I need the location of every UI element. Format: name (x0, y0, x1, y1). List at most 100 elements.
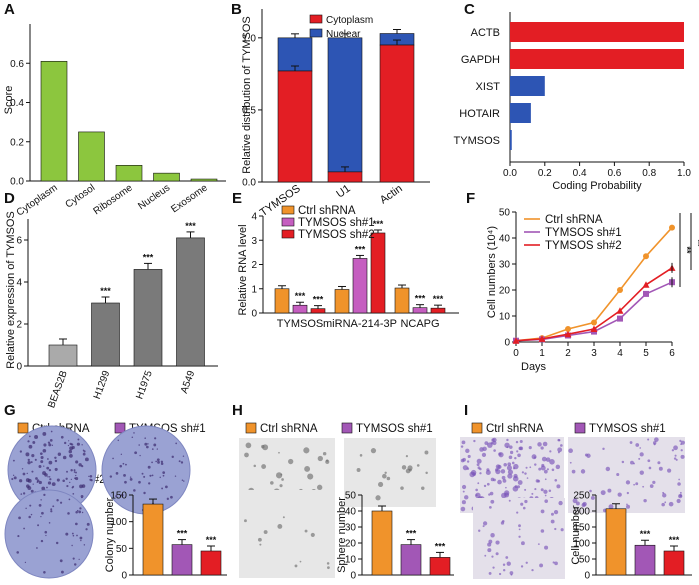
y-axis-label-I: Cell number (570, 505, 582, 565)
x-tick-label-A-2: Ribosome (92, 182, 136, 217)
panel-letter-D: D (4, 190, 15, 207)
legend-label-B-0: Cytoplasm (326, 15, 373, 26)
y-tick-label-D-2: 4 (16, 278, 22, 289)
y-tick-label-E-0: 0 (251, 309, 257, 320)
y-axis-label-A: Score (3, 86, 15, 115)
point-F-0-3 (591, 319, 597, 326)
bar-A-3 (153, 172, 180, 182)
y-tick-label-D-0: 0 (16, 362, 22, 373)
legend-G-0-swatch (17, 422, 29, 434)
legend-H-1-label: TYMSOS sh#1 (356, 423, 433, 435)
y-tick-label-F-2: 20 (499, 286, 511, 297)
x-tick-label-B-1: U1 (334, 183, 352, 201)
point-F-0-2 (565, 326, 571, 332)
panel-letter-C: C (464, 1, 475, 18)
bar-B-cytoplasm-1 (327, 171, 363, 183)
bar-C-4 (510, 130, 512, 150)
bar-G-2 (200, 550, 222, 576)
y-axis-label-D: Relative expression of TYMSOS (5, 211, 17, 369)
panel-letter-E: E (232, 190, 242, 207)
stars-G-2: *** (206, 535, 217, 545)
stars-I-1: *** (640, 529, 651, 539)
point-F-2-1 (538, 335, 546, 342)
y-tick-label-G-0: 0 (121, 571, 127, 582)
x-axis-label-C: Coding Probability (552, 180, 642, 192)
y-tick-label-A-2: 0.4 (10, 98, 24, 109)
x-tick-label-F-5: 5 (643, 348, 649, 359)
y-tick-label-F-4: 40 (499, 234, 511, 245)
y-tick-label-C-0: ACTB (471, 27, 500, 39)
y-tick-label-C-2: XIST (476, 81, 501, 93)
sphere-dots-2 (244, 516, 330, 570)
panel-letter-A: A (4, 1, 15, 18)
y-tick-label-F-3: 30 (499, 260, 511, 271)
x-tick-label-D-1: H1299 (92, 369, 113, 401)
x-tick-label-C-5: 1.0 (677, 168, 691, 179)
legend-H-1-swatch (341, 422, 353, 434)
stars-E-1-1: *** (355, 244, 366, 254)
x-tick-label-B-2: Actin (378, 183, 405, 207)
x-tick-label-E-1: miRNA-214-3P (323, 318, 397, 330)
y-tick-label-A-1: 0.2 (10, 137, 24, 148)
y-axis-label-H: Sphere number (336, 497, 348, 573)
y-tick-label-E-4: 4 (251, 212, 257, 223)
invasion-image-1 (568, 437, 685, 513)
y-axis-label-E: Relative RNA level (237, 224, 249, 315)
sphere-image-2 (239, 490, 335, 578)
point-F-2-4 (616, 307, 624, 314)
stars-F-0: ** (682, 246, 692, 254)
y-tick-label-F-5: 50 (499, 208, 511, 219)
stars-D-2: *** (143, 252, 154, 262)
stars-H-1: *** (406, 529, 417, 539)
bar-B-cytoplasm-2 (379, 44, 415, 183)
stars-E-0-2: *** (313, 295, 324, 305)
y-tick-label-I-2: 100 (573, 539, 590, 550)
bar-E-1-1 (352, 258, 368, 314)
x-tick-label-F-1: 1 (539, 348, 545, 359)
colony-dish-2 (4, 489, 94, 579)
point-F-0-5 (643, 253, 649, 260)
panel-letter-B: B (231, 1, 242, 18)
y-tick-label-H-5: 50 (345, 491, 357, 502)
bar-E-1-0 (334, 289, 350, 314)
bar-C-1 (510, 49, 684, 69)
bar-E-0-2 (310, 308, 326, 314)
legend-label-B-1: Nuclear (326, 29, 361, 40)
sphere-dots-1 (356, 448, 429, 501)
x-tick-label-E-0: TYMSOS (277, 318, 323, 330)
y-tick-label-C-4: TYMSOS (454, 135, 500, 147)
y-tick-label-E-1: 1 (251, 284, 257, 295)
y-tick-label-H-2: 20 (345, 539, 357, 550)
legend-swatch-B-1 (309, 28, 323, 38)
x-tick-label-F-2: 2 (565, 348, 571, 359)
bar-E-1-2 (370, 232, 386, 314)
point-F-2-0 (512, 337, 520, 344)
y-axis-label-F: Cell numbers (10⁴) (486, 226, 498, 318)
panel-letter-I: I (464, 402, 468, 419)
bar-I-0 (605, 508, 627, 576)
y-tick-label-I-0: 0 (584, 571, 590, 582)
invasion-image-2 (473, 498, 565, 579)
legend-H-0-label: Ctrl shRNA (260, 423, 318, 435)
bar-H-1 (400, 544, 422, 576)
legend-label-F-2: TYMSOS sh#2 (545, 240, 622, 252)
legend-I-1-swatch (574, 422, 586, 434)
x-tick-label-D-0: BEAS2B (46, 369, 70, 410)
point-F-0-4 (617, 287, 623, 293)
bar-A-1 (78, 131, 105, 182)
bar-D-0 (48, 344, 78, 367)
legend-I-0-swatch (471, 422, 483, 434)
x-tick-label-D-3: A549 (179, 369, 197, 395)
bar-E-2-2 (430, 307, 446, 314)
bar-B-nuclear-1 (327, 37, 363, 173)
bar-D-3 (176, 237, 205, 367)
bar-E-0-0 (274, 288, 290, 314)
y-tick-label-D-3: 6 (16, 236, 22, 247)
y-tick-label-H-4: 40 (345, 507, 357, 518)
legend-label-F-1: TYMSOS sh#1 (545, 227, 622, 239)
legend-label-E-2: TYMSOS sh#2 (298, 229, 375, 241)
y-axis-label-B: Relative distribution of TYMSOS (241, 16, 253, 174)
legend-swatch-E-2 (281, 229, 295, 239)
x-tick-label-A-3: Nucleus (136, 182, 172, 212)
stars-D-3: *** (185, 221, 196, 231)
